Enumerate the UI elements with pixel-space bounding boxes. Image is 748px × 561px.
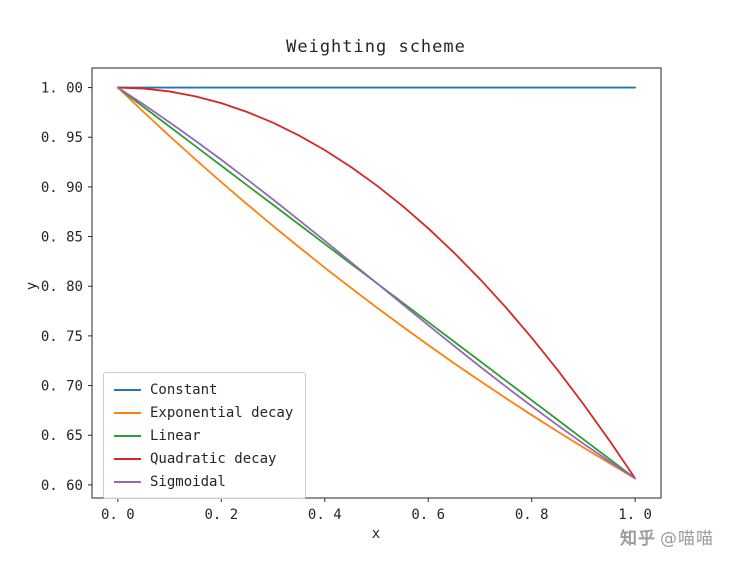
y-tick-label: 0. 70 — [41, 379, 83, 395]
legend-label-sigmoidal: Sigmoidal — [150, 473, 226, 490]
watermark-handle: @喵喵 — [660, 529, 714, 549]
y-tick-label: 0. 75 — [41, 329, 83, 345]
y-tick-label: 0. 65 — [41, 428, 83, 444]
watermark: 知乎 @喵喵 — [620, 524, 714, 549]
x-tick-label: 1. 0 — [618, 507, 652, 523]
x-tick-label: 0. 0 — [101, 507, 135, 523]
x-tick-label: 0. 4 — [308, 507, 342, 523]
y-tick-label: 0. 90 — [41, 180, 83, 196]
legend-swatch-linear — [114, 434, 141, 437]
y-tick-label: 0. 80 — [41, 279, 83, 295]
y-axis-label: y — [24, 282, 40, 290]
legend-label-linear: Linear — [150, 427, 201, 444]
chart-title: Weighting scheme — [286, 37, 466, 57]
y-tick-label: 1. 00 — [41, 81, 83, 97]
x-axis-label: x — [372, 526, 380, 542]
legend-entry-sigmoidal: Sigmoidal — [114, 472, 293, 491]
y-tick-label: 0. 95 — [41, 130, 83, 146]
x-tick-label: 0. 2 — [204, 507, 238, 523]
legend-entry-linear: Linear — [114, 426, 293, 445]
series-line-sigmoidal — [116, 86, 637, 480]
legend-swatch-sigmoidal — [114, 480, 141, 483]
series-line-exponential-decay — [116, 86, 637, 480]
plot-border — [91, 67, 662, 499]
legend-entry-constant: Constant — [114, 380, 293, 399]
legend-swatch-exponential-decay — [114, 411, 141, 414]
series-line-quadratic-decay — [116, 86, 637, 480]
legend-entry-quadratic-decay: Quadratic decay — [114, 449, 293, 468]
y-tick-label: 0. 60 — [41, 478, 83, 494]
plot-area: 0. 0 0. 2 0. 4 0. 6 0. 8 1. 0 1. 00 0. 95 0. 90 0… — [41, 67, 662, 523]
legend-entry-exponential-decay: Exponential decay — [114, 403, 293, 422]
legend-label-constant: Constant — [150, 381, 218, 398]
legend-swatch-constant — [114, 388, 141, 391]
x-tick-label: 0. 6 — [411, 507, 445, 523]
y-tick-label: 0. 85 — [41, 230, 83, 246]
legend-label-exponential-decay: Exponential decay — [150, 404, 294, 421]
legend-label-quadratic-decay: Quadratic decay — [150, 450, 277, 467]
x-tick-label: 0. 8 — [515, 507, 549, 523]
legend-swatch-quadratic-decay — [114, 457, 141, 460]
zhihu-brand: 知乎 — [620, 529, 656, 549]
legend: Constant Exponential decay Linear Quadratic… — [103, 372, 307, 499]
